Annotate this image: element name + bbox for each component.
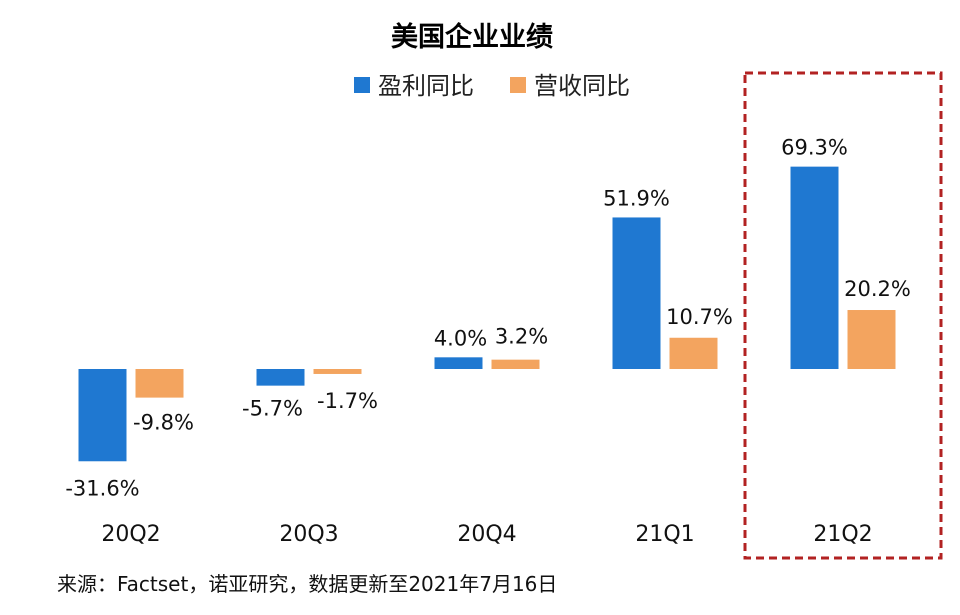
bars-layer	[78, 166, 896, 462]
bar-profit-20Q3	[256, 369, 305, 386]
bar-revenue-20Q2	[135, 369, 184, 398]
bar-revenue-21Q1	[669, 337, 718, 369]
value-label-profit-21Q2: 69.3%	[781, 136, 848, 160]
x-axis-tick-labels: 20Q2 20Q3 20Q4 21Q1 21Q2	[101, 522, 872, 547]
bar-profit-21Q2	[790, 166, 839, 369]
legend-label-revenue: 营收同比	[534, 72, 630, 100]
source-note: 来源：Factset，诺亚研究，数据更新至2021年7月16日	[57, 572, 557, 596]
value-label-profit-20Q2: -31.6%	[65, 476, 139, 500]
highlight-box	[743, 71, 943, 560]
chart-title: 美国企业业绩	[391, 21, 553, 53]
bar-profit-21Q1	[612, 217, 661, 369]
legend-label-profit: 盈利同比	[378, 72, 474, 100]
bar-profit-20Q4	[434, 357, 483, 369]
x-tick-label-20Q4: 20Q4	[457, 522, 516, 547]
x-tick-label-21Q1: 21Q1	[635, 522, 694, 547]
bar-revenue-20Q4	[491, 359, 540, 369]
value-label-revenue-20Q4: 3.2%	[495, 325, 548, 349]
value-label-revenue-20Q2: -9.8%	[133, 411, 194, 435]
value-labels-layer: -31.6% -9.8% -5.7% -1.7% 4.0% 3.2% 51.9% 10.7% 6…	[65, 136, 911, 501]
value-label-revenue-21Q1: 10.7%	[666, 305, 733, 329]
bar-revenue-20Q3	[313, 369, 362, 374]
x-tick-label-20Q2: 20Q2	[101, 522, 160, 547]
legend: 盈利同比 营收同比	[354, 72, 630, 100]
x-tick-label-20Q3: 20Q3	[279, 522, 338, 547]
value-label-profit-20Q4: 4.0%	[434, 326, 487, 350]
value-label-revenue-20Q3: -1.7%	[317, 389, 378, 413]
bar-profit-20Q2	[78, 369, 127, 462]
value-label-profit-21Q1: 51.9%	[603, 186, 670, 210]
bar-revenue-21Q2	[847, 310, 896, 369]
highlight-layer	[743, 71, 943, 560]
value-label-revenue-21Q2: 20.2%	[844, 277, 911, 301]
legend-swatch-profit	[354, 77, 370, 93]
x-tick-label-21Q2: 21Q2	[813, 522, 872, 547]
value-label-profit-20Q3: -5.7%	[242, 397, 303, 421]
legend-swatch-revenue	[510, 77, 526, 93]
